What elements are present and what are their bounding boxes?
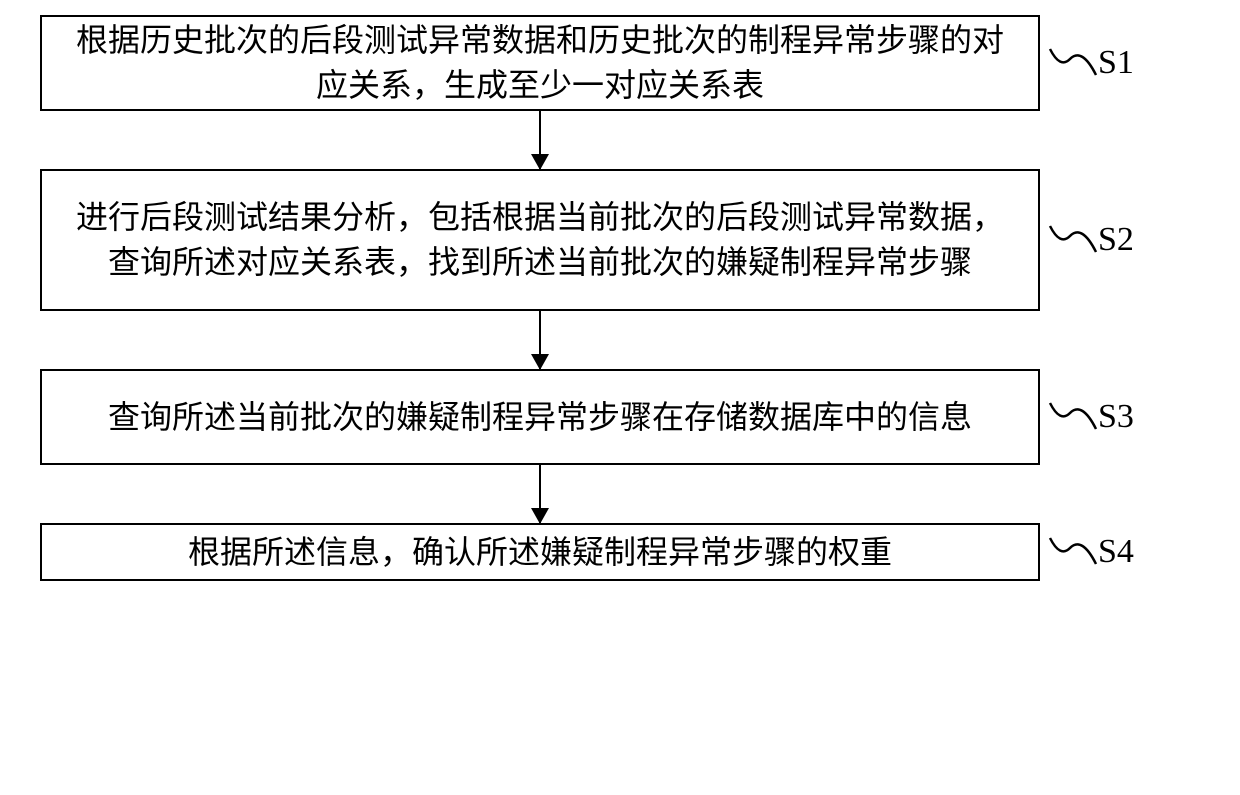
connector-tilde-s4 [1048,530,1098,574]
step-label-s3: S3 [1098,398,1134,436]
arrow-wrap-3 [40,465,1040,523]
arrow-head-3 [531,508,549,524]
label-cell-s2: S2 [1048,218,1134,262]
step-box-s3: 查询所述当前批次的嫌疑制程异常步骤在存储数据库中的信息 [40,369,1040,465]
arrow-wrap-2 [40,311,1040,369]
arrow-1 [539,111,541,169]
arrow-head-1 [531,154,549,170]
step-label-s4: S4 [1098,533,1134,571]
arrow-head-2 [531,354,549,370]
connector-tilde-s2 [1048,218,1098,262]
flowchart-container: 根据历史批次的后段测试异常数据和历史批次的制程异常步骤的对应关系，生成至少一对应… [40,15,1200,581]
connector-tilde-s1 [1048,41,1098,85]
step-row-s3: 查询所述当前批次的嫌疑制程异常步骤在存储数据库中的信息 S3 [40,369,1200,465]
label-cell-s3: S3 [1048,395,1134,439]
step-row-s2: 进行后段测试结果分析，包括根据当前批次的后段测试异常数据，查询所述对应关系表，找… [40,169,1200,311]
arrow-2 [539,311,541,369]
label-cell-s1: S1 [1048,41,1134,85]
arrow-wrap-1 [40,111,1040,169]
step-text-s4: 根据所述信息，确认所述嫌疑制程异常步骤的权重 [188,530,892,575]
step-box-s1: 根据历史批次的后段测试异常数据和历史批次的制程异常步骤的对应关系，生成至少一对应… [40,15,1040,111]
step-box-s4: 根据所述信息，确认所述嫌疑制程异常步骤的权重 [40,523,1040,581]
step-row-s4: 根据所述信息，确认所述嫌疑制程异常步骤的权重 S4 [40,523,1200,581]
arrow-3 [539,465,541,523]
step-label-s1: S1 [1098,44,1134,82]
label-cell-s4: S4 [1048,530,1134,574]
step-text-s1: 根据历史批次的后段测试异常数据和历史批次的制程异常步骤的对应关系，生成至少一对应… [62,18,1018,108]
step-box-s2: 进行后段测试结果分析，包括根据当前批次的后段测试异常数据，查询所述对应关系表，找… [40,169,1040,311]
connector-tilde-s3 [1048,395,1098,439]
step-label-s2: S2 [1098,221,1134,259]
step-text-s3: 查询所述当前批次的嫌疑制程异常步骤在存储数据库中的信息 [108,395,972,440]
step-row-s1: 根据历史批次的后段测试异常数据和历史批次的制程异常步骤的对应关系，生成至少一对应… [40,15,1200,111]
step-text-s2: 进行后段测试结果分析，包括根据当前批次的后段测试异常数据，查询所述对应关系表，找… [62,195,1018,285]
